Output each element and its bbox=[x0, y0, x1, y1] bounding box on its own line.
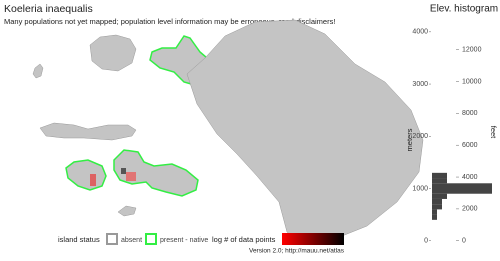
y-tick-label: 3000 bbox=[412, 81, 428, 88]
bar bbox=[432, 188, 492, 194]
title: Koeleria inaequalis bbox=[4, 3, 93, 15]
y-tick-label: 4000 bbox=[412, 29, 428, 36]
y2-tick-label: 0 bbox=[462, 238, 466, 245]
histogram-title: Elev. histogram bbox=[430, 4, 498, 15]
data-cell bbox=[90, 174, 96, 186]
island bbox=[113, 149, 199, 197]
y-tick-label: 0 bbox=[424, 238, 428, 245]
island bbox=[65, 159, 107, 191]
bar bbox=[432, 193, 447, 199]
data-cell bbox=[126, 172, 136, 181]
y-tick-label: 2000 bbox=[412, 133, 428, 140]
color-scale bbox=[282, 233, 344, 245]
island bbox=[117, 205, 137, 217]
bar bbox=[432, 183, 492, 189]
y2-tick-label: 8000 bbox=[462, 110, 478, 117]
subtitle: Many populations not yet mapped; populat… bbox=[4, 17, 335, 26]
bar bbox=[432, 209, 437, 215]
data-cell bbox=[121, 168, 126, 174]
map bbox=[32, 19, 424, 245]
y-axis-label: meters bbox=[405, 128, 414, 151]
y2-tick-label: 12000 bbox=[462, 47, 482, 54]
legend-swatch bbox=[106, 233, 118, 245]
legend-swatch bbox=[145, 233, 157, 245]
legend-title: island status bbox=[58, 235, 100, 244]
footer: Version 2.0; http://mauu.net/atlas bbox=[249, 248, 345, 255]
island bbox=[89, 34, 137, 72]
island bbox=[39, 122, 137, 141]
bar bbox=[432, 214, 437, 220]
bar bbox=[432, 204, 442, 210]
legend-title: log # of data points bbox=[212, 235, 276, 244]
island bbox=[32, 63, 44, 79]
legend-label: absent bbox=[121, 237, 142, 244]
y2-tick-label: 2000 bbox=[462, 206, 478, 213]
island bbox=[186, 19, 424, 245]
legend-label: present - native bbox=[160, 237, 208, 244]
bar bbox=[432, 198, 442, 205]
y2-tick-label: 4000 bbox=[462, 174, 478, 181]
y2-tick-label: 6000 bbox=[462, 142, 478, 149]
bar bbox=[432, 172, 447, 179]
y2-tick-label: 10000 bbox=[462, 78, 482, 85]
y-tick-label: 1000 bbox=[412, 185, 428, 192]
bar bbox=[432, 178, 447, 184]
y2-axis-label: feet bbox=[489, 126, 498, 139]
